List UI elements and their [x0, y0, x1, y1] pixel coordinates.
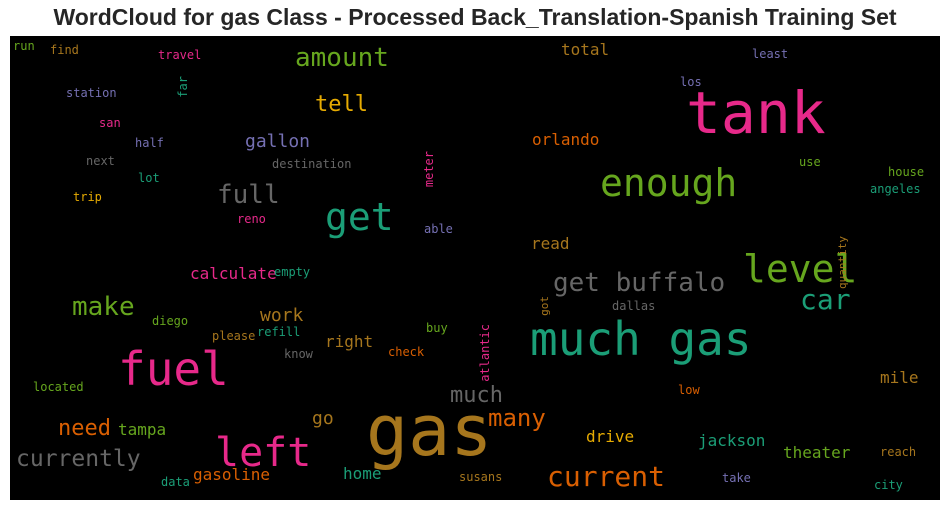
wordcloud-canvas: gas much gas tank fuel left enough level get get…: [10, 36, 940, 500]
word-find: find: [50, 43, 79, 57]
word-reach: reach: [880, 445, 917, 459]
word-enough: enough: [600, 161, 738, 205]
word-read: read: [531, 234, 570, 253]
word-work: work: [260, 305, 304, 326]
word-go: go: [312, 408, 334, 429]
word-theater: theater: [783, 443, 851, 462]
word-trip: trip: [73, 190, 102, 204]
word-got: got: [538, 296, 551, 316]
word-least: least: [752, 47, 789, 61]
word-susans: susans: [459, 470, 503, 484]
word-gasoline: gasoline: [193, 465, 271, 484]
word-need: need: [58, 416, 111, 441]
word-amount: amount: [295, 43, 389, 73]
word-drive: drive: [586, 427, 635, 446]
word-gas: gas: [366, 390, 493, 472]
word-meter: meter: [422, 151, 436, 188]
word-located: located: [33, 380, 84, 394]
word-reno: reno: [237, 212, 266, 226]
word-next: next: [86, 154, 115, 168]
chart-title: WordCloud for gas Class - Processed Back…: [53, 4, 897, 30]
word-check: check: [388, 345, 425, 359]
word-tank: tank: [686, 79, 826, 147]
word-car: car: [800, 283, 851, 316]
word-refill: refill: [257, 325, 301, 339]
word-los: los: [680, 75, 702, 89]
word-many: many: [488, 404, 546, 432]
word-atlantic: atlantic: [478, 324, 492, 382]
word-lot: lot: [138, 171, 160, 185]
word-city: city: [874, 478, 903, 492]
word-current: current: [547, 460, 666, 493]
word-currently: currently: [16, 446, 141, 472]
word-diego: diego: [152, 314, 189, 328]
word-far: far: [176, 76, 190, 98]
word-fuel: fuel: [118, 342, 229, 396]
word-total: total: [561, 40, 610, 59]
word-buy: buy: [426, 321, 448, 335]
word-right: right: [325, 332, 374, 351]
word-data: data: [161, 475, 190, 489]
word-left: left: [215, 430, 312, 476]
word-jackson: jackson: [698, 431, 766, 450]
word-travel: travel: [158, 48, 202, 62]
word-gallon: gallon: [245, 131, 311, 152]
word-know: know: [284, 347, 313, 361]
word-much: much: [450, 383, 503, 408]
word-house: house: [888, 165, 925, 179]
word-san: san: [99, 116, 121, 130]
word-tell: tell: [315, 92, 368, 117]
word-full: full: [217, 180, 280, 210]
word-orlando: orlando: [532, 130, 600, 149]
word-quantity: quantity: [836, 236, 849, 289]
word-home: home: [343, 464, 382, 483]
word-please: please: [212, 329, 256, 343]
word-half: half: [135, 136, 164, 150]
word-empty: empty: [274, 265, 311, 279]
word-level: level: [743, 247, 858, 291]
word-destination: destination: [272, 157, 352, 171]
word-dallas: dallas: [612, 299, 656, 313]
word-much-gas: much gas: [530, 312, 752, 366]
word-tampa: tampa: [118, 420, 167, 439]
word-station: station: [66, 86, 117, 100]
word-use: use: [799, 155, 821, 169]
word-get: get: [325, 195, 394, 239]
word-calculate: calculate: [190, 264, 277, 283]
word-get-buffalo: get buffalo: [553, 268, 726, 298]
word-low: low: [678, 383, 700, 397]
word-run: run: [13, 39, 35, 53]
word-angeles: angeles: [870, 182, 921, 196]
word-mile: mile: [880, 368, 919, 387]
word-make: make: [72, 292, 135, 322]
word-able: able: [424, 222, 453, 236]
word-take: take: [722, 471, 751, 485]
